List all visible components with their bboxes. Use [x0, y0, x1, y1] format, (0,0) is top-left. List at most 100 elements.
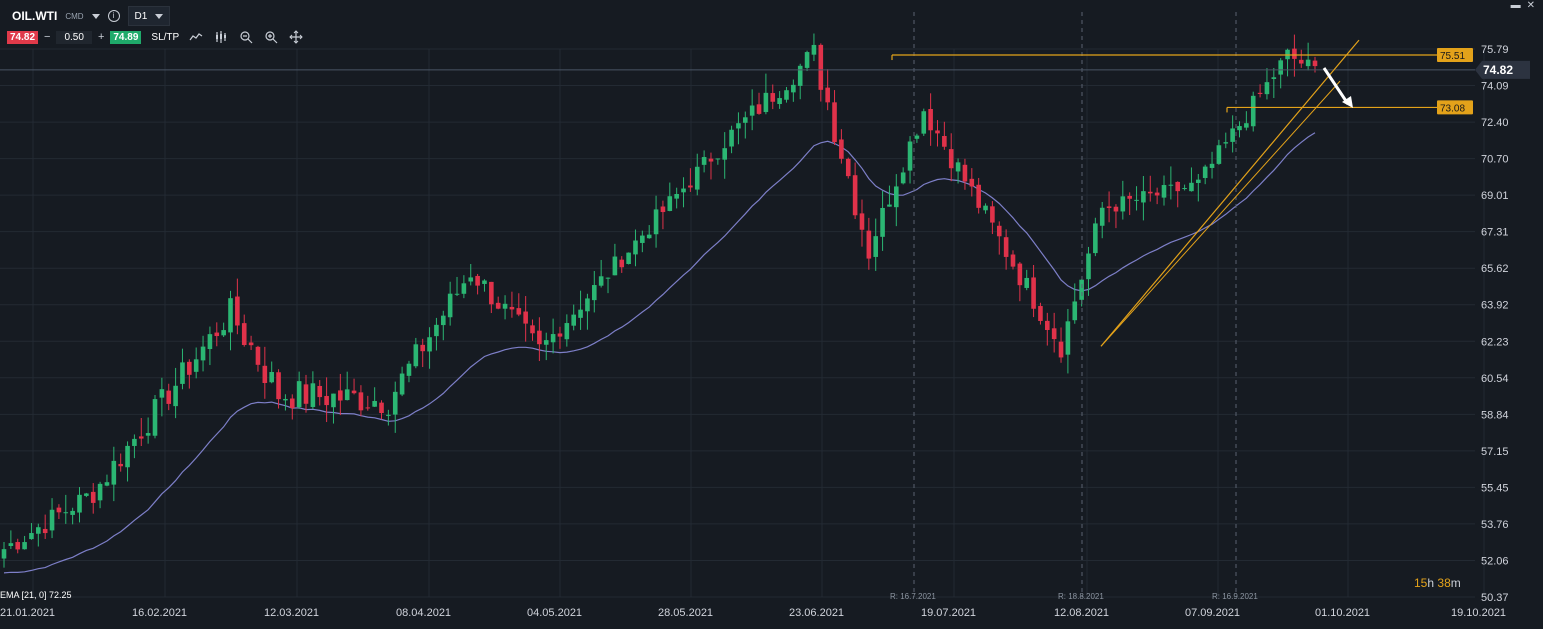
candle [1223, 132, 1229, 149]
zoom-in-icon[interactable] [264, 30, 278, 44]
candle-body [289, 398, 295, 409]
candle-body [1106, 206, 1112, 208]
candle [399, 366, 405, 397]
candle [386, 409, 391, 426]
candle-body [681, 188, 686, 193]
candle-body [571, 314, 577, 326]
candle [434, 317, 439, 351]
info-icon[interactable]: i [107, 10, 120, 22]
candle [742, 111, 748, 139]
current-price-label: 74.82 [1483, 63, 1513, 77]
candle [1285, 48, 1290, 77]
candle-body [866, 230, 872, 259]
candle [1278, 58, 1283, 89]
candle-body [1058, 341, 1064, 358]
candle [42, 514, 48, 539]
candle [770, 84, 776, 110]
candle [715, 158, 721, 165]
candle [907, 136, 913, 184]
line-chart-icon[interactable] [189, 30, 203, 44]
candle [585, 293, 590, 330]
candle-body [36, 527, 41, 534]
candle-body [22, 542, 27, 550]
symbol-dropdown-icon[interactable] [91, 13, 100, 19]
candle-body [660, 206, 666, 213]
candle [255, 345, 261, 372]
candle [427, 327, 432, 369]
candle [1209, 151, 1215, 179]
candle [523, 296, 528, 342]
candle-body [1202, 166, 1208, 178]
increase-lot-button[interactable]: + [97, 31, 105, 43]
candle [180, 348, 185, 390]
candle [557, 326, 563, 349]
candle-body [351, 390, 357, 394]
candle [1003, 229, 1009, 270]
candle-body [736, 123, 741, 129]
candle [811, 33, 817, 62]
candle-body [887, 204, 892, 207]
candle-body [1010, 254, 1016, 267]
timeframe-select[interactable]: D1 [127, 6, 171, 26]
candle-body [564, 323, 570, 340]
candle [955, 158, 961, 184]
y-tick-label: 52.06 [1481, 555, 1509, 567]
candle [729, 125, 734, 154]
candle-body [1230, 128, 1235, 142]
candle [152, 394, 158, 439]
candle [283, 394, 288, 411]
candle [1298, 49, 1304, 68]
candle [228, 290, 233, 351]
sell-button[interactable]: 74.82 [7, 30, 39, 44]
candle-body [317, 385, 323, 398]
candle-body [955, 162, 961, 172]
candle-body [1099, 207, 1105, 226]
candle [29, 523, 34, 540]
zoom-out-icon[interactable] [239, 30, 253, 44]
candle-body [1, 549, 7, 559]
candle [976, 177, 981, 214]
lot-size-input[interactable]: 0.50 [56, 30, 92, 44]
level-label: 75.51 [1440, 51, 1465, 62]
candle [653, 195, 659, 248]
candle-body [214, 332, 220, 337]
candle [1250, 91, 1256, 132]
candle-body [832, 102, 837, 143]
buy-button[interactable]: 74.89 [110, 30, 142, 44]
candle-timer: 15h 38m [1414, 576, 1461, 590]
candle-body [56, 507, 62, 513]
indicators-icon[interactable] [214, 30, 228, 44]
candle-body [523, 311, 528, 324]
candle [784, 86, 789, 103]
candle [605, 277, 611, 294]
y-tick-label: 72.40 [1481, 117, 1509, 129]
candle-body [983, 205, 988, 211]
candle-body [84, 493, 89, 496]
candle-body [228, 298, 233, 333]
y-tick-label: 69.01 [1481, 190, 1509, 202]
maximize-icon[interactable]: ▬ [1510, 0, 1521, 11]
decrease-lot-button[interactable]: − [44, 31, 51, 43]
candle [818, 43, 824, 102]
candle-body [852, 175, 858, 216]
candle [118, 453, 123, 472]
candle-body [276, 372, 281, 400]
close-icon[interactable]: ✕ [1526, 0, 1535, 11]
candle-body [1072, 301, 1078, 321]
candle-body [914, 135, 920, 139]
candle-body [859, 213, 865, 230]
candle [235, 278, 240, 335]
candle [36, 523, 41, 547]
candle [1017, 261, 1023, 302]
candle [1038, 302, 1043, 325]
candle-body [324, 395, 329, 406]
x-tick-label: 07.09.2021 [1185, 607, 1240, 619]
y-tick-label: 65.62 [1481, 263, 1509, 275]
crosshair-icon[interactable] [289, 30, 303, 44]
sl-tp-button[interactable]: SL/TP [151, 31, 180, 43]
candle-body [434, 324, 439, 337]
candle-body [49, 509, 55, 531]
candle [1182, 184, 1187, 191]
symbol-name[interactable]: OIL.WTI [12, 9, 58, 23]
